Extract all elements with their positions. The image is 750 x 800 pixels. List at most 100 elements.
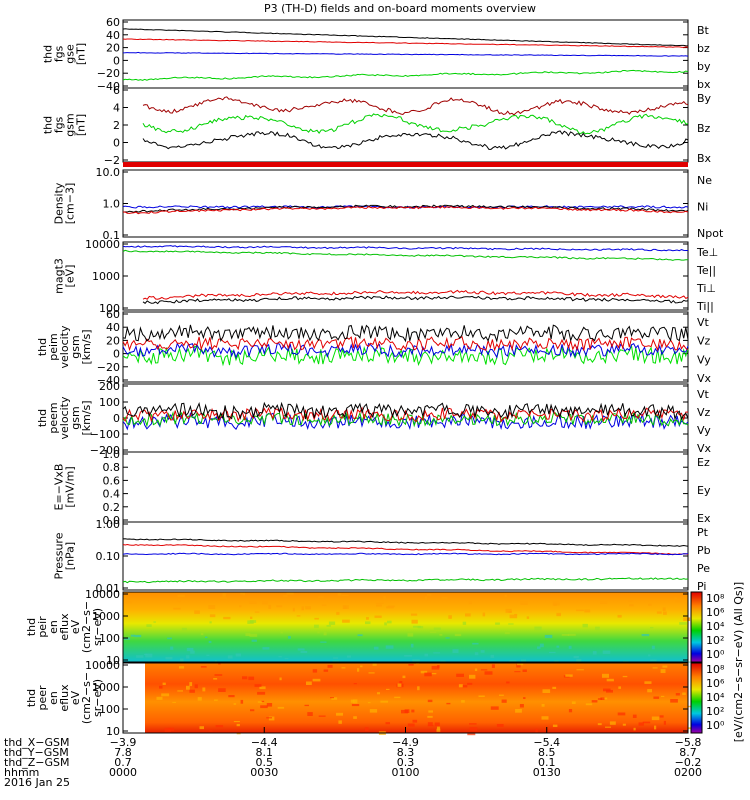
spectrogram-texture <box>674 597 677 599</box>
spectrogram-texture <box>633 727 636 731</box>
legend-entry: Te⊥ <box>696 246 718 259</box>
footer-value: 0000 <box>109 766 137 779</box>
spectrogram-texture <box>215 725 224 728</box>
spectrogram-texture <box>561 634 570 636</box>
y-tick-label: 0.10 <box>96 550 121 563</box>
spectrogram-texture <box>214 674 223 676</box>
y-tick-label: 0.6 <box>103 474 121 487</box>
spectrogram-texture <box>675 693 680 696</box>
spectrogram-texture <box>480 669 488 671</box>
y-axis-label: [km/s] <box>80 329 93 364</box>
series-line <box>122 342 689 359</box>
colorbar-tick-label: 10⁰ <box>706 719 725 732</box>
y-axis-label: eV <box>69 690 82 705</box>
spectrogram-texture <box>420 670 428 674</box>
spectrogram-texture <box>648 603 652 606</box>
legend-entry: Vz <box>697 335 711 348</box>
spectrogram-texture <box>410 643 414 648</box>
data-gap <box>123 663 145 733</box>
spectrogram-texture <box>367 702 371 704</box>
spectrogram-texture <box>146 624 152 627</box>
spectrogram-texture <box>250 709 255 712</box>
spectrogram-texture <box>514 671 521 673</box>
series-line <box>122 245 688 252</box>
spectrogram-texture <box>239 605 242 608</box>
spectrogram-texture <box>179 666 185 669</box>
footer-value: 8.7 <box>679 746 697 759</box>
spectrogram-texture <box>576 658 582 663</box>
spectrogram-texture <box>338 720 342 724</box>
panel-peer: 10000 1000 100 10 thdpeerenefluxeV(cm2−s−sr−… <box>25 659 695 738</box>
spectrogram-texture <box>222 593 226 597</box>
spectrogram-texture <box>387 605 395 608</box>
footer-value: 0200 <box>674 766 702 779</box>
y-tick-label: 0 <box>113 137 120 150</box>
spectrogram-texture <box>651 645 655 650</box>
y-axis-label: (cm2−s− <box>80 672 93 724</box>
panel-frame <box>122 169 689 238</box>
spectrogram-texture <box>236 733 241 735</box>
spectrogram-texture <box>266 703 273 707</box>
spectrogram-texture <box>331 697 338 700</box>
spectrogram-texture <box>431 665 440 670</box>
spectrogram-texture <box>499 694 504 696</box>
spectrogram-texture <box>383 596 386 600</box>
y-tick-label: 20 <box>106 334 120 347</box>
spectrogram-texture <box>375 602 384 604</box>
footer-value: 8.1 <box>256 746 274 759</box>
spectrogram-texture <box>323 669 329 672</box>
y-tick-label: −100 <box>90 428 120 441</box>
legend-entry: Vx <box>697 372 712 385</box>
legend-entry: Bz <box>697 122 711 135</box>
colorbar-tick-label: 10⁰ <box>706 648 725 661</box>
spectrogram-texture <box>650 627 654 629</box>
y-axis-label: fgs <box>53 45 66 62</box>
y-tick-label: 1000 <box>92 610 120 623</box>
spectrogram-texture <box>373 646 379 650</box>
y-tick-label: 100 <box>99 632 120 645</box>
spectrogram-texture <box>584 609 591 613</box>
spectrogram-texture <box>534 626 542 631</box>
spectrogram-texture <box>300 651 308 654</box>
spectrogram-texture <box>353 716 357 719</box>
spectrogram-texture <box>350 699 355 703</box>
spectrogram-texture <box>249 601 257 604</box>
spectrogram-texture <box>257 701 263 703</box>
footer-value: −4.9 <box>392 736 419 749</box>
spectrogram-texture <box>458 684 463 688</box>
spectrogram-texture <box>661 695 665 697</box>
y-axis-label: [km/s] <box>80 400 93 435</box>
y-axis-label: [eV] <box>64 265 77 288</box>
spectrogram-texture <box>301 606 304 611</box>
spectrogram-texture <box>565 674 573 677</box>
colorbar-bottom-scale <box>690 662 703 734</box>
spectrogram-texture <box>663 611 667 615</box>
series-line <box>122 411 689 428</box>
spectrogram-texture <box>347 655 351 658</box>
footer-value: −5.8 <box>675 736 702 749</box>
spectrogram-texture <box>541 704 545 707</box>
y-axis-label: thd <box>36 338 49 356</box>
spectrogram-texture <box>266 717 272 719</box>
spectrogram-texture <box>227 655 233 659</box>
spectrogram-texture <box>617 712 626 716</box>
spectrogram-texture <box>556 645 560 648</box>
series-line <box>122 406 689 423</box>
spectrogram-texture <box>675 600 682 603</box>
spectrogram-texture <box>218 688 226 692</box>
spectrogram-texture <box>156 696 163 700</box>
spectrogram-texture <box>652 667 658 669</box>
y-axis-label: (cm2−s− <box>80 601 93 653</box>
colorbar-tick-label: 10⁴ <box>706 691 725 704</box>
spectrogram-texture <box>364 727 369 732</box>
spectrogram-texture <box>360 665 363 668</box>
spectrogram-texture <box>501 699 507 703</box>
series-line <box>122 28 689 47</box>
y-tick-label: 100 <box>99 302 120 315</box>
spectrogram-texture <box>343 605 349 609</box>
spectrogram-texture <box>407 632 414 637</box>
spectrogram-texture <box>262 647 270 650</box>
spectrogram-texture <box>654 725 657 730</box>
legend-entry: Vt <box>697 316 710 329</box>
spectrogram-texture <box>439 633 443 636</box>
